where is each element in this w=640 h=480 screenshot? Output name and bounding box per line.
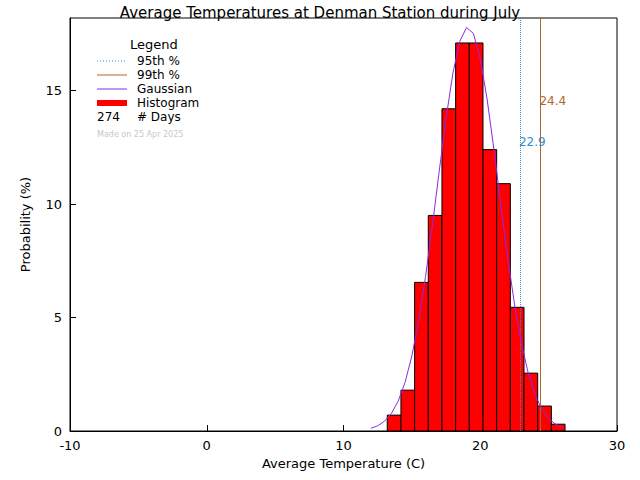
svg-text:10: 10 [335,438,352,453]
svg-text:22.9: 22.9 [519,135,546,149]
svg-text:15: 15 [45,83,62,98]
svg-text:24.4: 24.4 [539,94,566,108]
svg-text:0: 0 [54,424,62,439]
svg-text:Made on 25 Apr 2025: Made on 25 Apr 2025 [97,130,183,139]
svg-text:-10: -10 [59,438,80,453]
svg-text:Probability (%): Probability (%) [18,177,33,272]
svg-text:Histogram: Histogram [137,96,199,110]
svg-text:99th %: 99th % [137,68,180,82]
svg-text:5: 5 [54,310,62,325]
svg-text:0: 0 [203,438,211,453]
svg-text:20: 20 [472,438,489,453]
svg-text:# Days: # Days [137,110,181,124]
svg-text:Average Temperatures at Denman: Average Temperatures at Denman Station d… [120,4,521,22]
svg-text:Average Temperature (C): Average Temperature (C) [262,456,425,471]
svg-text:Gaussian: Gaussian [137,82,192,96]
svg-text:Legend: Legend [130,37,178,52]
svg-text:95th %: 95th % [137,54,180,68]
svg-text:30: 30 [609,438,626,453]
svg-text:274: 274 [97,110,120,124]
svg-text:10: 10 [45,197,62,212]
